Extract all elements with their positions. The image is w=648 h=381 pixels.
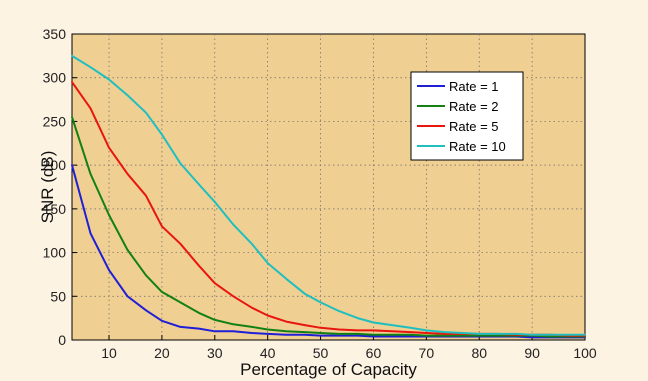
x-tick-label: 10 [101,345,117,361]
x-tick-label: 90 [524,345,540,361]
x-tick-label: 30 [207,345,223,361]
y-tick-label: 300 [43,70,67,86]
x-tick-label: 100 [573,345,597,361]
x-tick-label: 40 [260,345,276,361]
y-tick-label: 150 [43,201,67,217]
x-tick-label: 70 [419,345,435,361]
legend-label: Rate = 2 [449,99,499,114]
y-axis-label: SNR (dB) [38,151,57,224]
tick-labels: 0 50 100 150 200 250 300 350 10 20 30 40 50 60 70 80 90 1… [43,26,597,361]
x-tick-label: 60 [366,345,382,361]
y-tick-label: 0 [58,332,66,348]
series-line-4 [71,54,586,336]
x-tick-label: 80 [471,345,487,361]
x-tick-label: 50 [313,345,329,361]
legend-label: Rate = 10 [449,139,506,154]
series-line-2 [71,116,586,338]
legend: Rate = 1 Rate = 2 Rate = 5 Rate = 10 [410,71,524,161]
y-tick-label: 200 [43,157,67,173]
y-tick-label: 50 [50,288,66,304]
y-tick-label: 250 [43,113,67,129]
x-tick-label: 20 [154,345,170,361]
x-axis-label: Percentage of Capacity [240,360,417,379]
series-lines [71,54,586,339]
y-tick-label: 350 [43,26,67,42]
legend-label: Rate = 5 [449,119,499,134]
legend-label: Rate = 1 [449,79,499,94]
y-tick-label: 100 [43,245,67,261]
